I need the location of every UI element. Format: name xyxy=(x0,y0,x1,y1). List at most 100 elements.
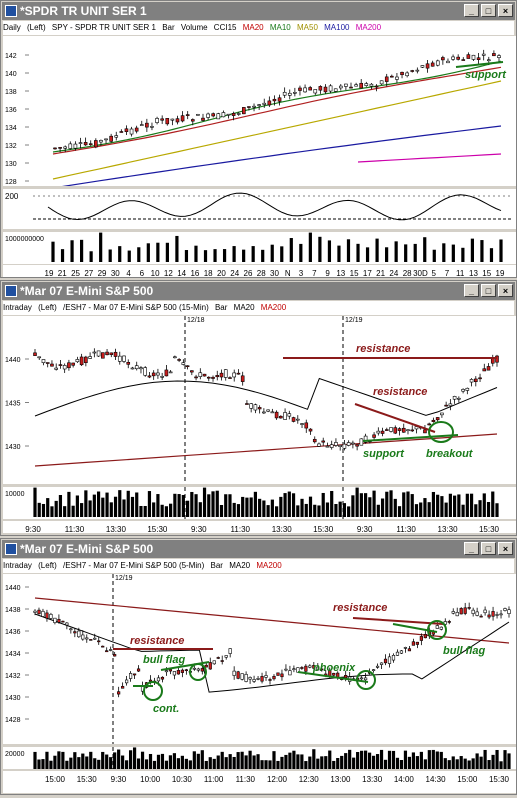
volume-bar xyxy=(185,500,190,517)
candle-body xyxy=(172,671,177,676)
x-tick-label: 13 xyxy=(336,269,345,278)
volume-panel[interactable]: 20000 xyxy=(3,747,516,769)
title-bar[interactable]: *Mar 07 E-Mini S&P 500 _ □ × xyxy=(2,540,515,558)
close-button[interactable]: × xyxy=(498,284,513,297)
volume-bar xyxy=(242,249,246,262)
candle-body xyxy=(63,146,68,149)
volume-bar xyxy=(375,238,379,262)
volume-scale-label: 10000 xyxy=(5,491,25,498)
maximize-button[interactable]: □ xyxy=(481,284,496,297)
volume-bar xyxy=(97,759,101,769)
maximize-button[interactable]: □ xyxy=(481,542,496,555)
candle-body xyxy=(155,118,159,123)
volume-bar xyxy=(58,495,63,517)
y-tick-label: 128 xyxy=(5,179,17,186)
candle-body xyxy=(211,113,216,117)
candle-body xyxy=(316,666,320,671)
volume-bar xyxy=(423,498,427,517)
volume-bar xyxy=(299,243,303,262)
candle-body xyxy=(101,352,105,359)
candle-body xyxy=(391,655,396,661)
volume-bar xyxy=(80,503,84,517)
candle-body xyxy=(105,650,109,653)
candle-body xyxy=(224,655,228,658)
window-icon[interactable] xyxy=(5,5,17,17)
price-panel[interactable]: 1440 1438 1436 1434 1432 1430 1428 12/19 resis… xyxy=(3,574,516,744)
volume-bar xyxy=(232,502,236,517)
volume-panel[interactable]: 1000000000 xyxy=(3,232,516,264)
volume-bar xyxy=(33,751,37,769)
volume-bar xyxy=(427,750,431,769)
candle-body xyxy=(198,372,203,377)
candle-body xyxy=(475,611,479,616)
candle-body xyxy=(262,411,266,414)
volume-bar xyxy=(121,755,125,769)
window-icon[interactable] xyxy=(5,543,17,555)
candle-body xyxy=(37,356,42,359)
candle-body xyxy=(304,665,308,672)
ma200-label: MA200 xyxy=(355,23,382,32)
volume-panel[interactable]: 10000 xyxy=(3,487,516,519)
y-tick-label: 142 xyxy=(5,53,17,60)
candle-body xyxy=(490,358,495,364)
volume-bar xyxy=(419,751,423,769)
close-button[interactable]: × xyxy=(498,4,513,17)
candle-body xyxy=(371,669,376,671)
volume-bar xyxy=(240,751,244,769)
candle-body xyxy=(83,142,88,146)
x-tick-label: 11:30 xyxy=(65,525,85,534)
volume-bar xyxy=(325,502,330,517)
volume-bar xyxy=(406,491,410,517)
y-tick-label: 1428 xyxy=(5,717,21,724)
volume-bar xyxy=(208,757,212,769)
volume-bar xyxy=(253,491,258,517)
price-panel[interactable]: 142 140 138 136 134 132 130 128 support xyxy=(3,36,516,189)
x-tick-label: 15 xyxy=(482,269,491,278)
title-bar[interactable]: *Mar 07 E-Mini S&P 500 _ □ × xyxy=(2,282,515,300)
candle-body xyxy=(180,115,185,122)
volume-bar xyxy=(461,247,465,262)
close-button[interactable]: × xyxy=(498,542,513,555)
candle-body xyxy=(228,377,232,379)
title-bar[interactable]: *SPDR TR UNIT SER 1 _ □ × xyxy=(2,2,515,20)
volume-bar xyxy=(262,500,266,517)
volume-bar xyxy=(41,759,45,769)
volume-bar xyxy=(364,493,368,517)
minimize-button[interactable]: _ xyxy=(464,4,479,17)
volume-bar xyxy=(194,494,198,517)
candle-body xyxy=(364,677,368,681)
candle-body xyxy=(503,608,507,611)
volume-bar xyxy=(308,496,313,517)
x-tick-label: 9:30 xyxy=(191,525,207,534)
volume-bar xyxy=(128,750,133,769)
candle-body xyxy=(376,430,381,434)
candle-body xyxy=(215,375,220,378)
volume-bar xyxy=(41,503,46,517)
x-tick-label: 30 xyxy=(270,269,279,278)
minimize-button[interactable]: _ xyxy=(464,542,479,555)
minimize-button[interactable]: _ xyxy=(464,284,479,297)
volume-bar xyxy=(126,490,130,517)
volume-bar xyxy=(146,243,150,262)
candle-body xyxy=(204,664,208,668)
candle-body xyxy=(208,662,212,670)
x-axis: 19 21 25 27 29 30 4 6 10 12 14 16 18 20 24 26 28 30 N 3 7 9 13… xyxy=(3,265,516,278)
x-tick-label: 3 xyxy=(299,269,304,278)
volume-bar xyxy=(33,487,37,517)
x-tick-label: 30D xyxy=(413,269,428,278)
candle-body xyxy=(390,75,394,78)
volume-bar xyxy=(347,506,351,517)
price-panel[interactable]: 1440 1435 1430 12/18 12/19 resistance resi… xyxy=(3,316,516,484)
window-icon[interactable] xyxy=(5,285,17,297)
volume-bar xyxy=(352,757,356,769)
candle-body xyxy=(282,91,287,96)
candle-body xyxy=(253,404,258,411)
volume-bar xyxy=(53,755,57,769)
candle-body xyxy=(364,83,369,86)
cci-panel[interactable]: 200 xyxy=(3,189,516,229)
maximize-button[interactable]: □ xyxy=(481,4,496,17)
candle-body xyxy=(410,70,415,72)
candle-body xyxy=(105,351,109,356)
candle-body xyxy=(220,660,224,662)
candle-body xyxy=(150,126,154,128)
